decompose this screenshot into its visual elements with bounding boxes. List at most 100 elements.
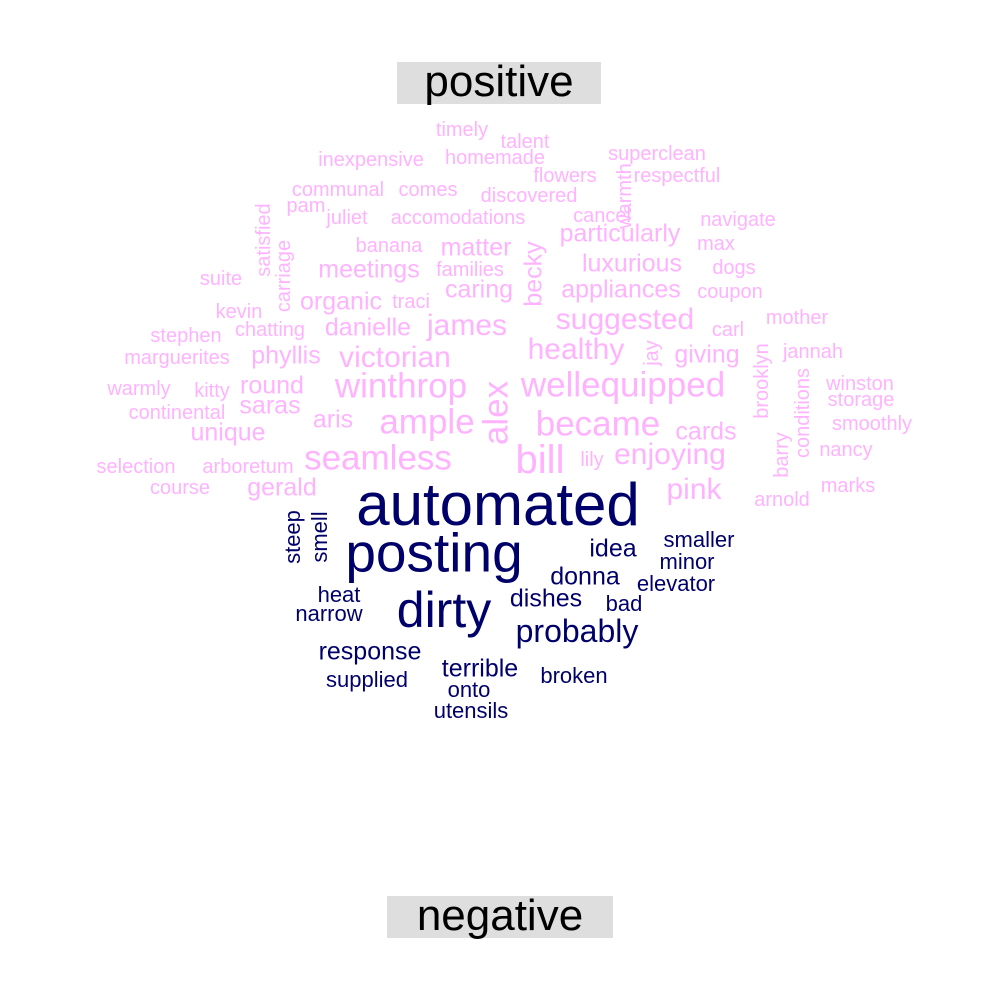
positive-word: carl xyxy=(711,319,745,341)
positive-word: pink xyxy=(666,473,722,506)
positive-word: suggested xyxy=(555,303,695,336)
negative-word: bad xyxy=(605,591,643,616)
negative-word: posting xyxy=(345,521,523,584)
positive-word: dogs xyxy=(712,257,756,279)
negative-label: negative xyxy=(387,894,613,938)
positive-word: kevin xyxy=(215,301,263,323)
positive-word: kitty xyxy=(194,380,230,402)
negative-word: steep xyxy=(280,510,305,564)
positive-word: gerald xyxy=(247,473,317,502)
positive-word: particularly xyxy=(559,219,681,248)
positive-word: banana xyxy=(355,235,423,257)
positive-word: pam xyxy=(286,195,326,217)
negative-word: onto xyxy=(447,677,491,702)
positive-word: victorian xyxy=(339,341,451,374)
positive-word: talent xyxy=(500,131,550,153)
negative-word: donna xyxy=(550,562,620,591)
positive-word: course xyxy=(149,477,211,499)
negative-word: dirty xyxy=(396,582,492,638)
positive-word: caring xyxy=(444,275,514,304)
positive-word: homemade xyxy=(444,147,546,169)
positive-word: becky xyxy=(519,241,548,307)
positive-word: communal xyxy=(291,179,385,201)
positive-word: wellequipped xyxy=(520,365,726,405)
negative-word: broken xyxy=(540,663,608,688)
positive-word: discovered xyxy=(480,185,578,207)
positive-word: accomodations xyxy=(390,207,526,229)
positive-word: healthy xyxy=(527,333,625,366)
positive-word: ample xyxy=(379,402,475,442)
positive-word: jannah xyxy=(782,341,844,363)
negative-word: probably xyxy=(515,613,639,649)
negative-word: elevator xyxy=(636,571,716,596)
positive-word: arnold xyxy=(754,489,810,511)
positive-word: comes xyxy=(398,179,458,201)
positive-word: satisfied xyxy=(253,203,275,277)
positive-word: stephen xyxy=(150,325,222,347)
positive-word: timely xyxy=(435,119,489,141)
positive-word: respectful xyxy=(633,165,721,187)
positive-word: marguerites xyxy=(124,347,230,369)
negative-word: utensils xyxy=(433,698,509,723)
positive-word: brooklyn xyxy=(751,343,773,419)
positive-word: became xyxy=(535,404,661,444)
positive-word: superclean xyxy=(608,143,706,165)
positive-word: jay xyxy=(641,340,663,366)
positive-word: chatting xyxy=(234,319,306,341)
positive-word: enjoying xyxy=(614,438,726,471)
positive-word: matter xyxy=(440,233,512,262)
positive-word: luxurious xyxy=(581,249,683,278)
negative-word: heat xyxy=(317,582,361,607)
negative-word: response xyxy=(318,637,422,666)
positive-word: lily xyxy=(580,449,604,471)
positive-word: appliances xyxy=(561,275,681,304)
positive-label: positive xyxy=(397,60,601,104)
positive-word: warmly xyxy=(107,378,171,400)
positive-word: barry xyxy=(771,432,793,478)
positive-word: traci xyxy=(392,291,430,313)
positive-word: phyllis xyxy=(251,341,321,370)
positive-word: mother xyxy=(765,307,829,329)
positive-word: meetings xyxy=(318,255,420,284)
positive-word: navigate xyxy=(700,209,776,231)
positive-word: max xyxy=(697,233,735,255)
positive-word: flowers xyxy=(533,165,597,187)
negative-word: smell xyxy=(307,511,332,563)
positive-word: storage xyxy=(827,389,895,411)
positive-word: carriage xyxy=(273,239,295,313)
negative-word: terrible xyxy=(441,654,519,683)
negative-word: minor xyxy=(659,549,715,574)
positive-word: saras xyxy=(239,391,301,420)
positive-word: winthrop xyxy=(334,366,468,406)
positive-word: nancy xyxy=(819,439,873,461)
negative-word: automated xyxy=(356,471,640,538)
positive-word: inexpensive xyxy=(318,149,424,171)
positive-word: aris xyxy=(312,405,354,434)
positive-word: selection xyxy=(96,456,176,478)
positive-word: giving xyxy=(674,340,740,369)
positive-word: arboretum xyxy=(202,456,294,478)
positive-word: smoothly xyxy=(831,413,913,435)
positive-word: suite xyxy=(199,268,243,290)
positive-word: cancel xyxy=(573,205,631,227)
positive-word: marks xyxy=(820,475,876,497)
negative-word: smaller xyxy=(663,527,735,552)
positive-word: alex xyxy=(476,380,516,446)
positive-word: winston xyxy=(826,373,894,395)
positive-word: james xyxy=(426,309,508,342)
negative-word: idea xyxy=(589,534,637,563)
negative-word: dishes xyxy=(509,584,583,613)
positive-word: seamless xyxy=(304,438,452,478)
positive-word: conditions xyxy=(792,367,814,459)
positive-word: juliet xyxy=(326,207,368,229)
positive-word: round xyxy=(240,371,304,400)
positive-word: unique xyxy=(190,418,266,447)
positive-word: danielle xyxy=(324,313,412,342)
negative-word: narrow xyxy=(295,601,363,626)
positive-word: organic xyxy=(300,287,382,316)
positive-word: coupon xyxy=(697,281,763,303)
positive-word: bill xyxy=(515,438,565,482)
positive-word: cards xyxy=(675,417,737,446)
positive-word: families xyxy=(436,259,504,281)
